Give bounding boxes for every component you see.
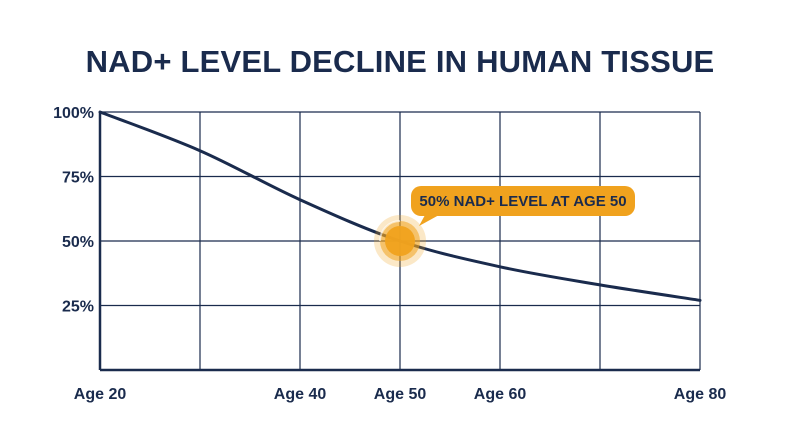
callout: 50% NAD+ LEVEL AT AGE 50 (411, 186, 635, 226)
highlight-dot (385, 226, 415, 256)
x-tick-label: Age 40 (274, 386, 327, 403)
axes (98, 112, 700, 372)
callout-box (411, 186, 635, 216)
y-tick-label: 100% (53, 105, 94, 122)
x-tick-label: Age 80 (674, 386, 727, 403)
x-tick-label: Age 50 (374, 386, 427, 403)
highlight-marker (374, 215, 426, 267)
x-tick-label: Age 60 (474, 386, 527, 403)
x-tick-label: Age 20 (74, 386, 127, 403)
callout-label: 50% NAD+ LEVEL AT AGE 50 (419, 193, 626, 210)
highlight-sheen (379, 220, 401, 242)
y-tick-label: 75% (62, 170, 94, 187)
tick-labels: 100% 75% 50% 25% Age 20 Age 40 Age 50 Age 60 Age… (53, 105, 726, 403)
y-tick-label: 25% (62, 299, 94, 316)
y-tick-label: 50% (62, 234, 94, 251)
callout-pointer (419, 215, 439, 226)
chart-title: NAD+ LEVEL DECLINE IN HUMAN TISSUE (85, 44, 715, 79)
